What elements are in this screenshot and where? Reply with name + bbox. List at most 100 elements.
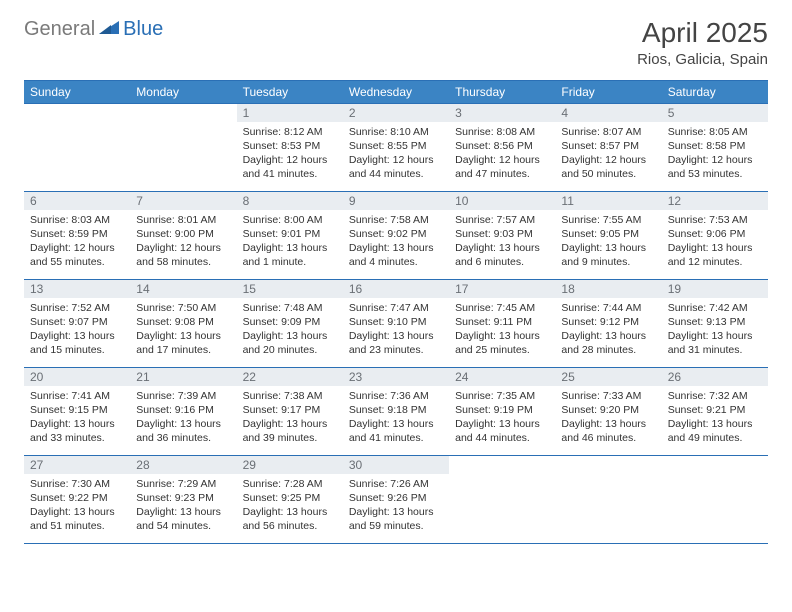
- day-detail: Sunrise: 7:58 AMSunset: 9:02 PMDaylight:…: [343, 210, 449, 274]
- calendar-head: SundayMondayTuesdayWednesdayThursdayFrid…: [24, 80, 768, 103]
- day-number: 18: [555, 280, 661, 298]
- calendar-day-cell: 22Sunrise: 7:38 AMSunset: 9:17 PMDayligh…: [237, 367, 343, 455]
- day-number: 17: [449, 280, 555, 298]
- logo-text-blue: Blue: [123, 18, 163, 41]
- calendar-week-row: 20Sunrise: 7:41 AMSunset: 9:15 PMDayligh…: [24, 367, 768, 455]
- calendar-day-cell: 3Sunrise: 8:08 AMSunset: 8:56 PMDaylight…: [449, 103, 555, 191]
- day-number: 10: [449, 192, 555, 210]
- logo: General Blue: [24, 18, 163, 41]
- calendar-day-cell: 26Sunrise: 7:32 AMSunset: 9:21 PMDayligh…: [662, 367, 768, 455]
- day-number: 20: [24, 368, 130, 386]
- title-block: April 2025 Rios, Galicia, Spain: [637, 18, 768, 68]
- day-number: 8: [237, 192, 343, 210]
- calendar-day-cell: 30Sunrise: 7:26 AMSunset: 9:26 PMDayligh…: [343, 455, 449, 543]
- day-detail: Sunrise: 7:44 AMSunset: 9:12 PMDaylight:…: [555, 298, 661, 362]
- weekday-header-row: SundayMondayTuesdayWednesdayThursdayFrid…: [24, 80, 768, 103]
- calendar-day-cell: 8Sunrise: 8:00 AMSunset: 9:01 PMDaylight…: [237, 191, 343, 279]
- day-detail: Sunrise: 7:28 AMSunset: 9:25 PMDaylight:…: [237, 474, 343, 538]
- weekday-header: Tuesday: [237, 80, 343, 103]
- calendar-week-row: 6Sunrise: 8:03 AMSunset: 8:59 PMDaylight…: [24, 191, 768, 279]
- day-detail: Sunrise: 8:05 AMSunset: 8:58 PMDaylight:…: [662, 122, 768, 186]
- header: General Blue April 2025 Rios, Galicia, S…: [24, 18, 768, 68]
- calendar-day-cell: [662, 455, 768, 543]
- day-number: 3: [449, 104, 555, 122]
- calendar-day-cell: 7Sunrise: 8:01 AMSunset: 9:00 PMDaylight…: [130, 191, 236, 279]
- day-detail: Sunrise: 8:07 AMSunset: 8:57 PMDaylight:…: [555, 122, 661, 186]
- weekday-header: Friday: [555, 80, 661, 103]
- day-detail: Sunrise: 8:12 AMSunset: 8:53 PMDaylight:…: [237, 122, 343, 186]
- day-number: 14: [130, 280, 236, 298]
- calendar-day-cell: [24, 103, 130, 191]
- calendar-day-cell: [130, 103, 236, 191]
- calendar-week-row: 27Sunrise: 7:30 AMSunset: 9:22 PMDayligh…: [24, 455, 768, 543]
- logo-text-gray: General: [24, 18, 95, 41]
- calendar-week-row: 1Sunrise: 8:12 AMSunset: 8:53 PMDaylight…: [24, 103, 768, 191]
- calendar-table: SundayMondayTuesdayWednesdayThursdayFrid…: [24, 80, 768, 544]
- day-number: 29: [237, 456, 343, 474]
- calendar-day-cell: 27Sunrise: 7:30 AMSunset: 9:22 PMDayligh…: [24, 455, 130, 543]
- day-number: 11: [555, 192, 661, 210]
- calendar-day-cell: 10Sunrise: 7:57 AMSunset: 9:03 PMDayligh…: [449, 191, 555, 279]
- weekday-header: Saturday: [662, 80, 768, 103]
- calendar-day-cell: 16Sunrise: 7:47 AMSunset: 9:10 PMDayligh…: [343, 279, 449, 367]
- day-number: 28: [130, 456, 236, 474]
- day-detail: Sunrise: 7:33 AMSunset: 9:20 PMDaylight:…: [555, 386, 661, 450]
- day-detail: Sunrise: 8:03 AMSunset: 8:59 PMDaylight:…: [24, 210, 130, 274]
- day-number: 25: [555, 368, 661, 386]
- calendar-day-cell: 9Sunrise: 7:58 AMSunset: 9:02 PMDaylight…: [343, 191, 449, 279]
- day-detail: Sunrise: 8:10 AMSunset: 8:55 PMDaylight:…: [343, 122, 449, 186]
- day-number: 7: [130, 192, 236, 210]
- day-number: 6: [24, 192, 130, 210]
- weekday-header: Sunday: [24, 80, 130, 103]
- day-detail: Sunrise: 7:41 AMSunset: 9:15 PMDaylight:…: [24, 386, 130, 450]
- calendar-body: 1Sunrise: 8:12 AMSunset: 8:53 PMDaylight…: [24, 103, 768, 543]
- day-number: 19: [662, 280, 768, 298]
- day-number: 23: [343, 368, 449, 386]
- calendar-day-cell: [555, 455, 661, 543]
- calendar-day-cell: 6Sunrise: 8:03 AMSunset: 8:59 PMDaylight…: [24, 191, 130, 279]
- day-detail: Sunrise: 7:26 AMSunset: 9:26 PMDaylight:…: [343, 474, 449, 538]
- day-detail: Sunrise: 8:01 AMSunset: 9:00 PMDaylight:…: [130, 210, 236, 274]
- day-number: 9: [343, 192, 449, 210]
- day-detail: Sunrise: 7:45 AMSunset: 9:11 PMDaylight:…: [449, 298, 555, 362]
- calendar-day-cell: 1Sunrise: 8:12 AMSunset: 8:53 PMDaylight…: [237, 103, 343, 191]
- location-subtitle: Rios, Galicia, Spain: [637, 51, 768, 68]
- page-title: April 2025: [637, 18, 768, 49]
- day-number: 4: [555, 104, 661, 122]
- day-number: 13: [24, 280, 130, 298]
- day-number: 27: [24, 456, 130, 474]
- calendar-day-cell: 5Sunrise: 8:05 AMSunset: 8:58 PMDaylight…: [662, 103, 768, 191]
- day-detail: Sunrise: 7:32 AMSunset: 9:21 PMDaylight:…: [662, 386, 768, 450]
- calendar-day-cell: 4Sunrise: 8:07 AMSunset: 8:57 PMDaylight…: [555, 103, 661, 191]
- day-detail: Sunrise: 7:47 AMSunset: 9:10 PMDaylight:…: [343, 298, 449, 362]
- calendar-day-cell: 14Sunrise: 7:50 AMSunset: 9:08 PMDayligh…: [130, 279, 236, 367]
- calendar-day-cell: 28Sunrise: 7:29 AMSunset: 9:23 PMDayligh…: [130, 455, 236, 543]
- day-number: 12: [662, 192, 768, 210]
- weekday-header: Thursday: [449, 80, 555, 103]
- calendar-day-cell: 29Sunrise: 7:28 AMSunset: 9:25 PMDayligh…: [237, 455, 343, 543]
- day-detail: Sunrise: 7:36 AMSunset: 9:18 PMDaylight:…: [343, 386, 449, 450]
- day-detail: Sunrise: 7:55 AMSunset: 9:05 PMDaylight:…: [555, 210, 661, 274]
- calendar-day-cell: 25Sunrise: 7:33 AMSunset: 9:20 PMDayligh…: [555, 367, 661, 455]
- calendar-day-cell: 18Sunrise: 7:44 AMSunset: 9:12 PMDayligh…: [555, 279, 661, 367]
- day-number: 24: [449, 368, 555, 386]
- calendar-day-cell: 19Sunrise: 7:42 AMSunset: 9:13 PMDayligh…: [662, 279, 768, 367]
- day-number: 22: [237, 368, 343, 386]
- day-detail: Sunrise: 7:50 AMSunset: 9:08 PMDaylight:…: [130, 298, 236, 362]
- day-detail: Sunrise: 7:52 AMSunset: 9:07 PMDaylight:…: [24, 298, 130, 362]
- day-detail: Sunrise: 7:38 AMSunset: 9:17 PMDaylight:…: [237, 386, 343, 450]
- day-number: 16: [343, 280, 449, 298]
- day-number: 2: [343, 104, 449, 122]
- calendar-week-row: 13Sunrise: 7:52 AMSunset: 9:07 PMDayligh…: [24, 279, 768, 367]
- weekday-header: Monday: [130, 80, 236, 103]
- day-number: 5: [662, 104, 768, 122]
- calendar-day-cell: 13Sunrise: 7:52 AMSunset: 9:07 PMDayligh…: [24, 279, 130, 367]
- calendar-day-cell: 23Sunrise: 7:36 AMSunset: 9:18 PMDayligh…: [343, 367, 449, 455]
- logo-triangle-icon: [99, 19, 119, 40]
- calendar-day-cell: 21Sunrise: 7:39 AMSunset: 9:16 PMDayligh…: [130, 367, 236, 455]
- calendar-day-cell: 11Sunrise: 7:55 AMSunset: 9:05 PMDayligh…: [555, 191, 661, 279]
- day-number: 21: [130, 368, 236, 386]
- day-number: 26: [662, 368, 768, 386]
- day-detail: Sunrise: 7:30 AMSunset: 9:22 PMDaylight:…: [24, 474, 130, 538]
- day-detail: Sunrise: 7:29 AMSunset: 9:23 PMDaylight:…: [130, 474, 236, 538]
